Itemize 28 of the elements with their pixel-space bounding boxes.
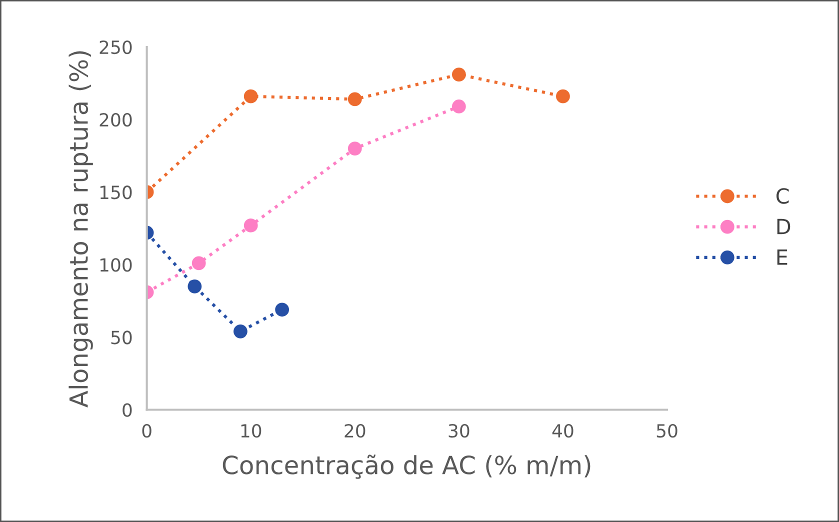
x-tick-label: 50 xyxy=(656,424,678,438)
point xyxy=(452,100,466,114)
y-tick-label: 250 xyxy=(100,40,132,54)
point xyxy=(348,92,362,106)
point xyxy=(188,279,202,294)
x-tick-label: 10 xyxy=(241,424,262,438)
y-tick-label: 100 xyxy=(100,258,132,272)
point xyxy=(234,324,248,338)
legend-label: E xyxy=(777,250,788,265)
point xyxy=(192,256,206,270)
x-axis-title: Concentração de AC (% m/m) xyxy=(222,454,590,479)
y-axis-title: Alongamento na ruptura (%) xyxy=(68,51,93,408)
y-tick-label: 0 xyxy=(122,403,132,417)
point xyxy=(348,142,362,156)
legend-label: D xyxy=(777,218,790,234)
point xyxy=(556,89,570,104)
x-tick-label: 30 xyxy=(448,424,470,438)
x-tick-label: 20 xyxy=(344,424,366,438)
y-tick-label: 50 xyxy=(111,330,132,344)
x-tick-label: 0 xyxy=(142,424,152,438)
y-tick-label: 200 xyxy=(100,112,132,127)
y-tick-label: 150 xyxy=(100,186,132,200)
point xyxy=(452,68,466,82)
point xyxy=(275,302,290,317)
legend-label: C xyxy=(776,188,789,204)
x-tick-label: 40 xyxy=(552,424,574,438)
point xyxy=(244,218,258,232)
point xyxy=(244,89,258,104)
